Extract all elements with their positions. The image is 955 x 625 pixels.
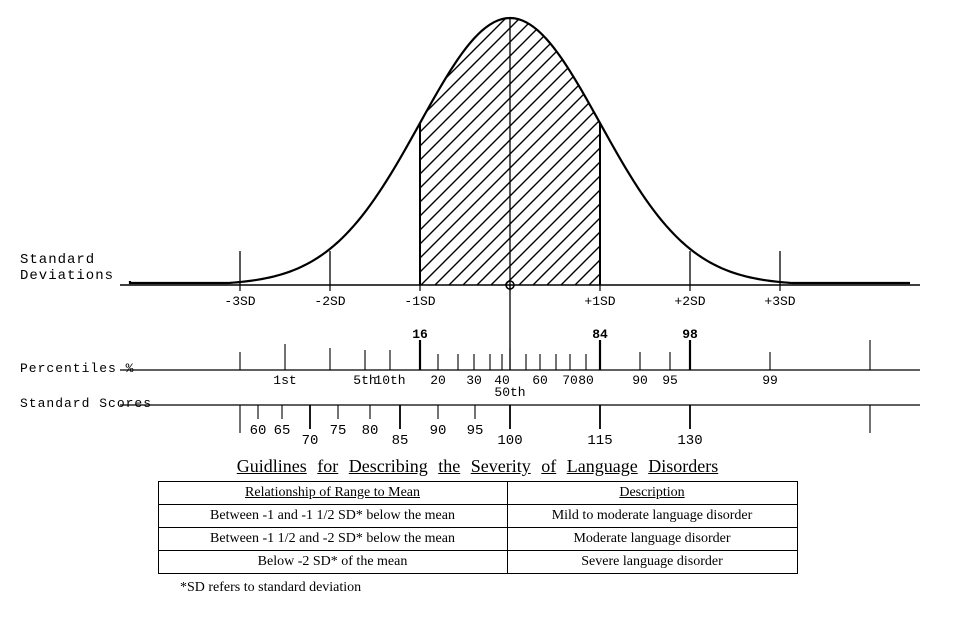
svg-text:+2SD: +2SD (674, 294, 705, 309)
svg-text:20: 20 (430, 373, 446, 388)
svg-text:80: 80 (578, 373, 594, 388)
svg-text:98: 98 (682, 327, 698, 342)
svg-text:75: 75 (330, 423, 347, 439)
svg-text:16: 16 (412, 327, 428, 342)
svg-text:1st: 1st (273, 373, 296, 388)
svg-text:99: 99 (762, 373, 778, 388)
guidelines-title: Guidlines for Describing the Severity of… (10, 456, 945, 477)
table-row: Between -1 1/2 and -2 SD* below the mean… (158, 528, 797, 551)
severity-table: Relationship of Range to Mean Descriptio… (158, 481, 798, 574)
svg-text:50th: 50th (494, 385, 525, 400)
svg-text:70: 70 (302, 433, 319, 449)
svg-text:10th: 10th (374, 373, 405, 388)
header-relationship: Relationship of Range to Mean (158, 482, 507, 505)
header-description: Description (507, 482, 797, 505)
footnote: *SD refers to standard deviation (180, 580, 945, 596)
chart-svg: -3SD -2SD -1SD +1SD +2SD +3SD StandardDeviatio… (10, 10, 945, 450)
svg-text:90: 90 (430, 423, 447, 439)
bell-curve-chart: -3SD -2SD -1SD +1SD +2SD +3SD StandardDeviatio… (10, 10, 945, 450)
svg-text:+3SD: +3SD (764, 294, 795, 309)
svg-text:-2SD: -2SD (314, 294, 345, 309)
svg-text:85: 85 (392, 433, 409, 449)
svg-text:95: 95 (467, 423, 484, 439)
svg-text:80: 80 (362, 423, 379, 439)
table-header-row: Relationship of Range to Mean Descriptio… (158, 482, 797, 505)
table-row: Between -1 and -1 1/2 SD* below the mean… (158, 505, 797, 528)
svg-text:130: 130 (677, 433, 702, 449)
svg-text:70: 70 (562, 373, 578, 388)
table-row: Below -2 SD* of the meanSevere language … (158, 551, 797, 574)
svg-text:95: 95 (662, 373, 678, 388)
svg-text:100: 100 (497, 433, 522, 449)
svg-text:84: 84 (592, 327, 608, 342)
svg-text:115: 115 (587, 433, 612, 449)
svg-text:90: 90 (632, 373, 648, 388)
svg-text:Standard Scores: Standard Scores (20, 396, 152, 411)
svg-text:30: 30 (466, 373, 482, 388)
svg-text:60: 60 (532, 373, 548, 388)
svg-text:60: 60 (250, 423, 267, 439)
svg-text:-3SD: -3SD (224, 294, 255, 309)
svg-text:5th: 5th (353, 373, 376, 388)
svg-text:+1SD: +1SD (584, 294, 615, 309)
svg-text:Deviations: Deviations (20, 268, 114, 284)
svg-text:Percentiles %: Percentiles % (20, 361, 134, 376)
svg-text:Standard: Standard (20, 252, 95, 268)
svg-text:65: 65 (274, 423, 291, 439)
svg-text:-1SD: -1SD (404, 294, 435, 309)
